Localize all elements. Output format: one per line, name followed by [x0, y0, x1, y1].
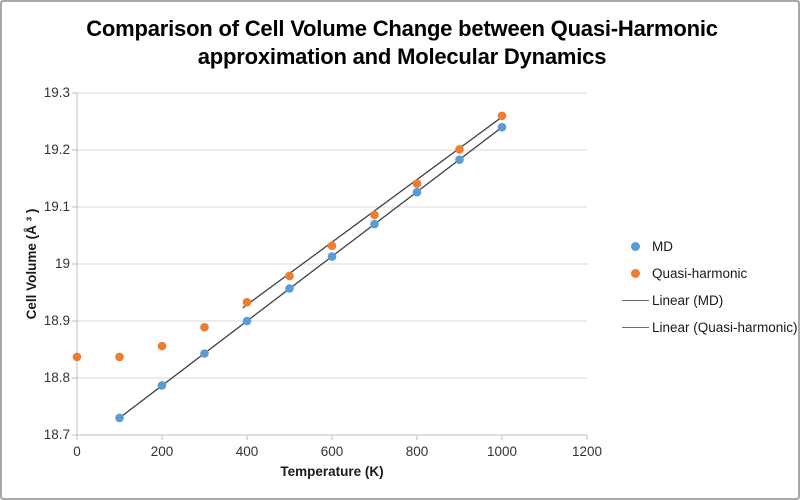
data-point-quasi-harmonic[interactable]	[497, 111, 507, 121]
data-point-md[interactable]	[115, 413, 124, 423]
chart-title-line2: approximation and Molecular Dynamics	[197, 44, 607, 69]
trendline-linear-md-[interactable]	[119, 126, 503, 419]
data-point-md[interactable]	[200, 349, 209, 358]
legend-label: Linear (MD)	[652, 293, 724, 308]
data-point-quasi-harmonic[interactable]	[115, 352, 124, 362]
data-point-quasi-harmonic[interactable]	[200, 322, 209, 332]
legend-line-icon	[621, 327, 649, 328]
data-point-quasi-harmonic[interactable]	[455, 145, 464, 154]
data-point-quasi-harmonic[interactable]	[412, 179, 422, 188]
legend-label: Linear (Quasi-harmonic)	[652, 320, 798, 335]
legend-label: MD	[652, 239, 673, 254]
y-tick-label: 19.3	[43, 85, 70, 100]
data-point-md[interactable]	[497, 122, 507, 132]
data-point-md[interactable]	[327, 252, 337, 261]
data-point-quasi-harmonic[interactable]	[370, 210, 379, 220]
x-tick-label: 800	[405, 444, 429, 459]
legend-item-linear-md-[interactable]: Linear (MD)	[620, 287, 798, 314]
y-axis-title: Cell Volume (Å ³ )	[24, 208, 39, 320]
data-point-quasi-harmonic[interactable]	[72, 352, 82, 362]
y-tick-label: 19.1	[43, 199, 70, 214]
legend-line-icon	[620, 327, 650, 328]
y-tick-label: 19.2	[43, 142, 70, 157]
x-tick-label: 200	[150, 444, 174, 459]
x-tick-label: 1200	[571, 444, 603, 459]
data-point-md[interactable]	[370, 219, 379, 229]
data-point-quasi-harmonic[interactable]	[242, 297, 252, 307]
data-point-md[interactable]	[285, 284, 294, 293]
legend-dot-icon	[630, 269, 640, 278]
x-tick-label: 600	[320, 444, 344, 459]
legend: MD Quasi-harmonic Linear (MD) Linear (Quasi…	[620, 233, 798, 341]
legend-dot-icon	[620, 269, 650, 278]
y-tick-label: 18.7	[43, 427, 70, 442]
legend-label: Quasi-harmonic	[652, 266, 748, 281]
legend-item-md[interactable]: MD	[620, 233, 798, 260]
legend-line-icon	[620, 300, 650, 301]
data-point-quasi-harmonic[interactable]	[285, 271, 294, 281]
legend-line-icon	[621, 300, 649, 301]
chart-title: Comparison of Cell Volume Change between…	[2, 15, 798, 71]
legend-dot-icon	[630, 242, 640, 251]
data-point-md[interactable]	[455, 155, 464, 164]
data-point-quasi-harmonic[interactable]	[157, 341, 167, 351]
legend-item-quasi-harmonic[interactable]: Quasi-harmonic	[620, 260, 798, 287]
legend-dot-icon	[620, 242, 650, 251]
data-point-md[interactable]	[242, 316, 252, 326]
data-point-quasi-harmonic[interactable]	[327, 241, 337, 251]
x-tick-label: 400	[235, 444, 259, 459]
y-tick-label: 18.8	[43, 370, 70, 385]
x-tick-label: 0	[73, 444, 81, 459]
data-point-md[interactable]	[157, 381, 167, 390]
x-tick-label: 1000	[486, 444, 518, 459]
y-tick-label: 18.9	[43, 313, 70, 328]
chart-title-line1: Comparison of Cell Volume Change between…	[86, 16, 718, 41]
data-point-md[interactable]	[412, 187, 422, 197]
y-tick-label: 19	[54, 256, 70, 271]
x-axis-title: Temperature (K)	[280, 464, 384, 479]
legend-item-linear-quasi-harmonic-[interactable]: Linear (Quasi-harmonic)	[620, 314, 798, 341]
